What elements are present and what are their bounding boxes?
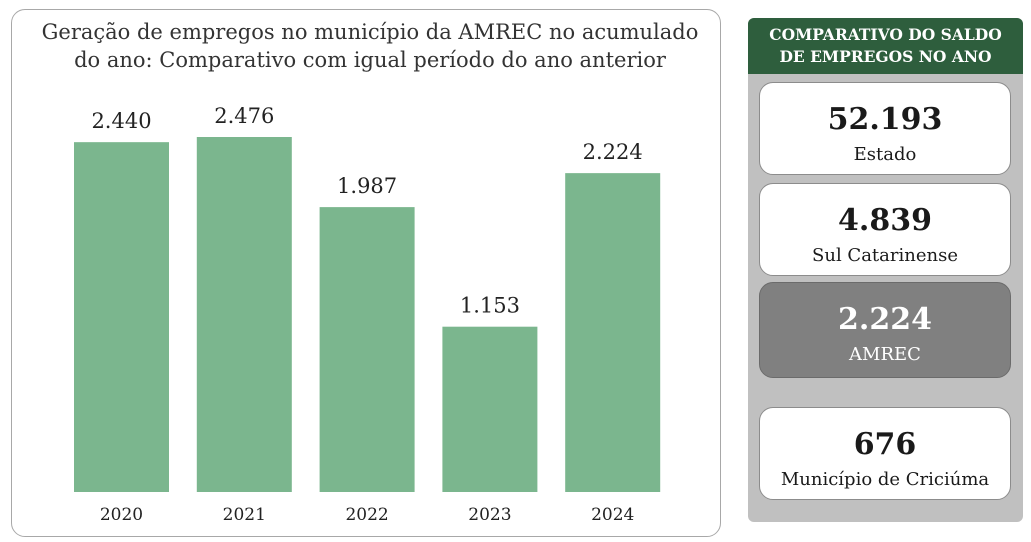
card-value: 4.839 [838, 203, 932, 238]
card-municipio-criciuma: 676 Município de Criciúma [759, 407, 1011, 500]
chart-title-line-2: do ano: Comparativo com igual período do… [74, 48, 666, 72]
bar-2022 [319, 207, 415, 492]
card-value: 676 [853, 427, 917, 462]
card-estado: 52.193 Estado [759, 82, 1011, 175]
x-tick-label-2020: 2020 [100, 505, 143, 525]
bar-2024 [565, 173, 661, 492]
data-label-2021: 2.476 [214, 104, 274, 128]
chart-panel: Geração de empregos no município da AMRE… [11, 9, 721, 537]
bar-2023 [442, 326, 538, 492]
x-tick-label-2024: 2024 [591, 505, 634, 525]
comparison-header: COMPARATIVO DO SALDO DE EMPREGOS NO ANO [748, 18, 1023, 74]
x-tick-label-2022: 2022 [345, 505, 388, 525]
x-tick-label-2023: 2023 [468, 505, 511, 525]
bar-chart: 2.440 2020 2.476 2021 1.987 2022 1.153 2023 2.22… [74, 104, 661, 525]
data-label-2022: 1.987 [337, 174, 397, 198]
card-label: AMREC [849, 344, 921, 365]
comparison-panel: COMPARATIVO DO SALDO DE EMPREGOS NO ANO … [748, 18, 1023, 522]
card-label: Estado [853, 144, 917, 165]
card-amrec: 2.224 AMREC [759, 282, 1011, 378]
card-value: 2.224 [838, 302, 932, 337]
card-sul-catarinense: 4.839 Sul Catarinense [759, 183, 1011, 276]
chart-title: Geração de empregos no município da AMRE… [30, 18, 710, 74]
card-label: Município de Criciúma [780, 469, 990, 490]
data-label-2020: 2.440 [91, 109, 151, 133]
card-label: Sul Catarinense [812, 245, 958, 266]
comparison-header-line-2: DE EMPREGOS NO ANO [779, 47, 992, 66]
chart-title-line-1: Geração de empregos no município da AMRE… [41, 20, 699, 44]
x-tick-label-2021: 2021 [223, 505, 266, 525]
bar-2020 [74, 142, 169, 492]
bar-2021 [196, 137, 292, 492]
data-label-2024: 2.224 [583, 140, 643, 164]
comparison-header-line-1: COMPARATIVO DO SALDO [769, 25, 1002, 44]
card-value: 52.193 [827, 102, 943, 137]
data-label-2023: 1.153 [460, 294, 520, 318]
